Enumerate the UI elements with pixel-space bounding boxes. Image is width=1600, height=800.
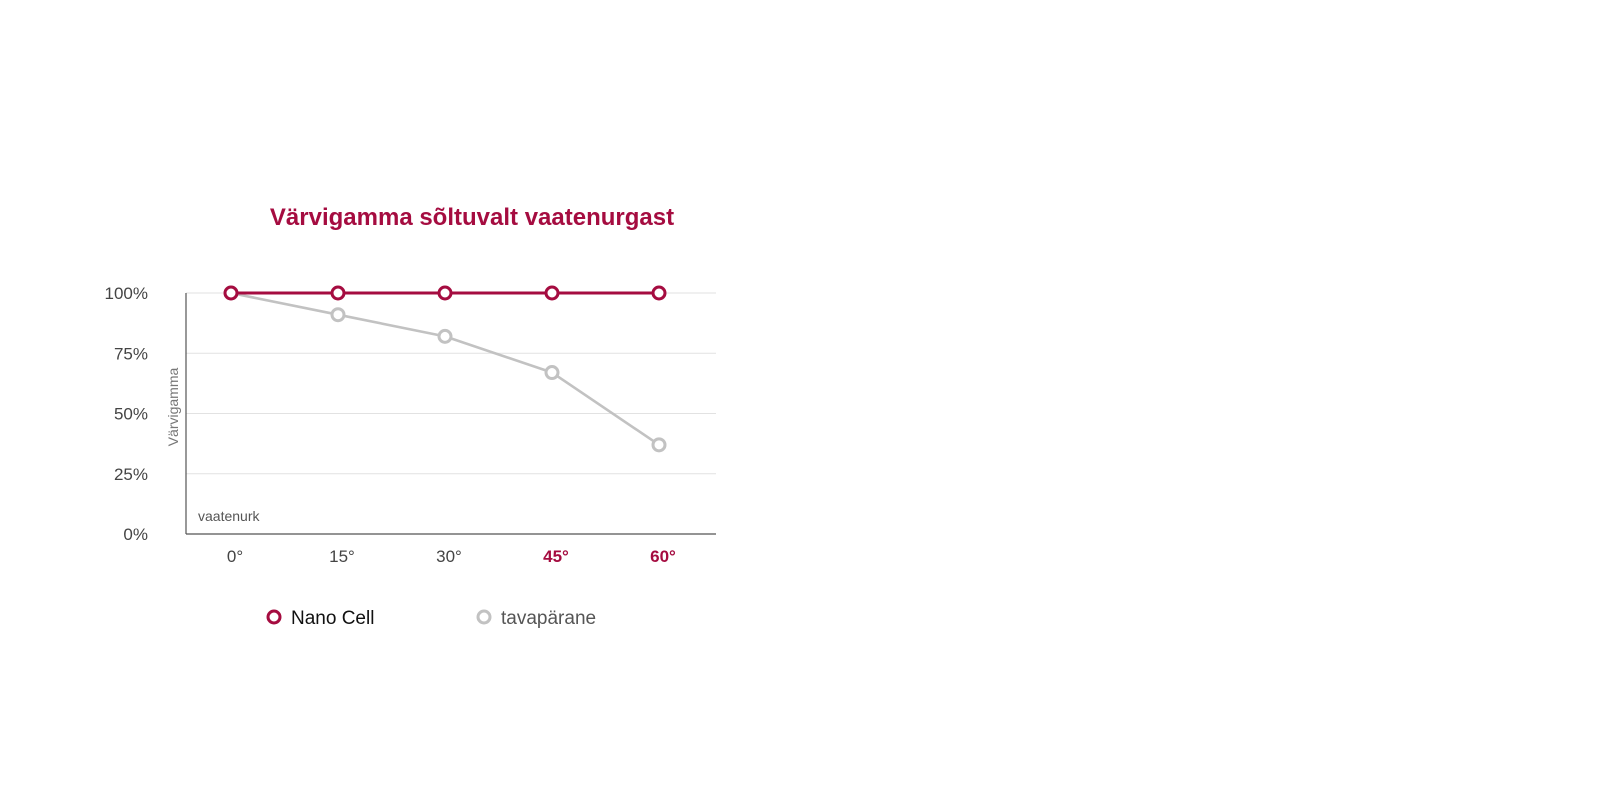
y-tick-label: 50% — [114, 405, 148, 424]
y-tick-label: 0% — [123, 525, 148, 544]
data-point — [330, 307, 346, 323]
x-tick-label: 45° — [543, 547, 569, 566]
x-tick-label: 30° — [436, 547, 462, 566]
axes — [185, 293, 716, 535]
legend-item: Nano Cell — [266, 608, 374, 629]
x-axis-label: vaatenurk — [198, 508, 260, 524]
chart-title: Värvigamma sõltuvalt vaatenurgast — [270, 204, 674, 231]
x-tick-label: 15° — [329, 547, 355, 566]
y-tick-label: 75% — [114, 344, 148, 363]
legend-label: tavapärane — [501, 608, 596, 629]
series — [223, 285, 667, 453]
x-tick-label: 60° — [650, 547, 676, 566]
series-tavap-rane — [223, 285, 667, 453]
y-tick-label: 25% — [114, 465, 148, 484]
data-point — [437, 328, 453, 344]
data-point — [544, 285, 560, 301]
y-axis-label: Värvigamma — [165, 368, 181, 447]
data-point — [651, 285, 667, 301]
legend-marker — [476, 609, 492, 625]
data-point — [223, 285, 239, 301]
series-nano-cell — [223, 285, 667, 301]
legend-item: tavapärane — [476, 608, 596, 629]
data-point — [330, 285, 346, 301]
y-tick-label: 100% — [105, 284, 148, 303]
data-point — [437, 285, 453, 301]
legend-label: Nano Cell — [291, 608, 374, 629]
grid-lines — [186, 292, 716, 475]
x-tick-label: 0° — [227, 547, 243, 566]
series-line — [230, 291, 660, 446]
y-tick-labels: 0% 25% 50% 75% 100% — [105, 284, 148, 544]
data-point — [544, 365, 560, 381]
legend: Nano Cell tavapärane — [266, 608, 596, 629]
legend-marker — [266, 609, 282, 625]
x-tick-labels: 0° 15° 30° 45° 60° — [227, 547, 676, 566]
data-point — [651, 437, 667, 453]
